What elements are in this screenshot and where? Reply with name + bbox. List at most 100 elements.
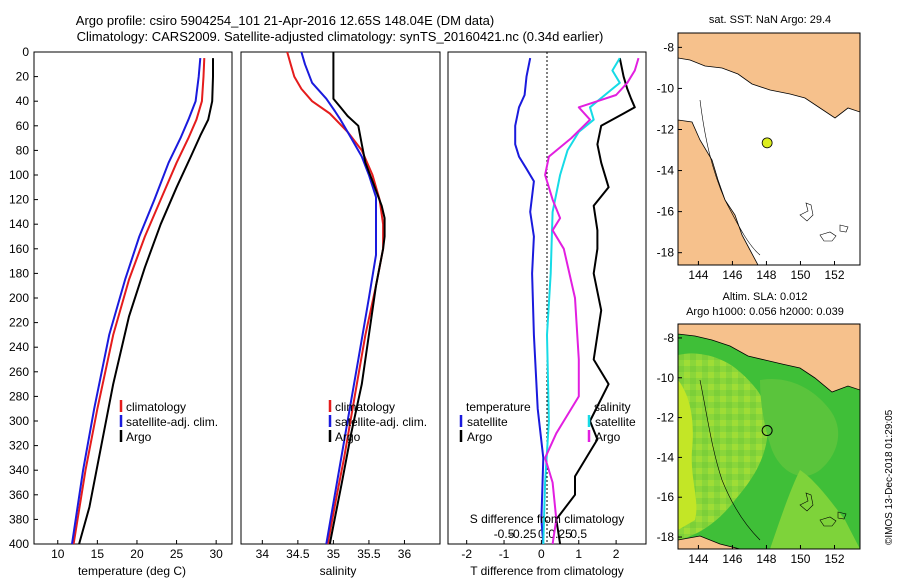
map-y-tick-label: -14: [657, 450, 675, 464]
depth-tick-label: 120: [9, 193, 29, 207]
sst-reefs: [799, 202, 849, 242]
salinity-x-axis: 34 34.5 35 35.5 36: [256, 540, 412, 561]
sst-new-guinea-land: [678, 33, 860, 119]
depth-tick-label: 160: [9, 242, 29, 256]
legend-label-argo: Argo: [595, 430, 621, 444]
map-x-tick-label: 146: [722, 268, 742, 282]
depth-tick-label: 180: [9, 266, 29, 280]
series-line-temperature-argo: [555, 57, 636, 545]
x-tick-label: 35: [327, 547, 341, 561]
legend-label-satellite: satellite-adj. clim.: [126, 415, 218, 429]
x-tick-label: 30: [209, 547, 223, 561]
s-diff-tick-label: -0.25: [509, 527, 537, 541]
map-y-tick-label: -8: [663, 331, 674, 345]
x-tick-label: 36: [398, 547, 412, 561]
x-tick-label: 34: [256, 547, 270, 561]
series-line-climatology: [286, 51, 385, 545]
x-tick-label: 34.5: [286, 547, 310, 561]
temperature-series: [71, 58, 214, 545]
sst-contour: [699, 99, 761, 256]
sla-contour: [699, 379, 761, 541]
x-tick-label: -1: [499, 547, 510, 561]
series-line-satellite-adj-clim-: [71, 58, 202, 545]
map-x-tick-label: 148: [756, 268, 776, 282]
difference-series: [514, 57, 640, 545]
series-line-climatology: [72, 58, 206, 545]
salinity-difference-axis-title: S difference from climatology: [470, 512, 625, 526]
legend-label-satellite: satellite: [467, 415, 508, 429]
sst-australia-land: [678, 119, 759, 265]
series-line-temperature-satellite: [514, 57, 545, 545]
legend-title-temperature: temperature: [466, 400, 531, 414]
depth-tick-label: 0: [22, 45, 29, 59]
map-y-tick-label: -14: [657, 164, 675, 178]
difference-legend-temperature: temperature satellite Argo: [459, 400, 531, 444]
sla-new-guinea-land: [678, 324, 860, 393]
map-y-tick-label: -16: [657, 205, 675, 219]
salinity-axis-title: salinity: [320, 564, 357, 578]
title-line-1: Argo profile: csiro 5904254_101 21-Apr-2…: [76, 13, 494, 28]
depth-tick-label: 40: [16, 94, 30, 108]
sla-map-frame: [677, 323, 861, 550]
legend-label-argo: Argo: [126, 430, 152, 444]
x-tick-label: 1: [575, 547, 582, 561]
depth-tick-label: 360: [9, 488, 29, 502]
x-tick-label: 10: [51, 547, 65, 561]
sst-map-title: sat. SST: NaN Argo: 29.4: [709, 14, 831, 26]
map-y-tick-label: -12: [657, 122, 675, 136]
sla-field-high-west: [678, 353, 769, 540]
depth-tick-label: 60: [16, 119, 30, 133]
temperature-axis-title: temperature (deg C): [78, 564, 186, 578]
credit-text: ©IMOS 13-Dec-2018 01:29:05: [884, 409, 895, 545]
series-line-salinity-satellite: [542, 57, 621, 545]
temperature-legend: climatology satellite-adj. clim. Argo: [119, 400, 218, 444]
difference-legend-salinity: salinity satellite Argo: [587, 400, 636, 444]
salinity-difference-axis: -0.5-0.25 0 0.250.5: [494, 527, 588, 541]
map-y-tick-label: -16: [657, 490, 675, 504]
sla-map: [678, 324, 860, 549]
map-x-tick-label: 146: [722, 552, 742, 566]
depth-tick-label: 380: [9, 512, 29, 526]
depth-tick-label: 340: [9, 463, 29, 477]
depth-tick-label: 240: [9, 340, 29, 354]
s-diff-tick-label: 0.5: [570, 527, 587, 541]
difference-x-axis: -2 -1 0 1 2: [461, 540, 620, 561]
x-tick-label: 25: [170, 547, 184, 561]
sla-australia-land: [678, 535, 741, 549]
salinity-series: [286, 51, 386, 545]
legend-label-satellite: satellite-adj. clim.: [335, 415, 427, 429]
sst-map: [678, 33, 860, 265]
map-y-tick-label: -18: [657, 246, 675, 260]
map-y-tick-label: -8: [663, 40, 674, 54]
series-line-satellite-adj-clim-: [300, 51, 377, 545]
temperature-x-axis: 10 15 20 25 30: [51, 540, 223, 561]
map-y-tick-label: -10: [657, 371, 675, 385]
title-line-2: Climatology: CARS2009. Satellite-adjuste…: [77, 29, 604, 44]
map-x-tick-label: 148: [756, 552, 776, 566]
sla-field-peak: [678, 380, 697, 530]
x-tick-label: 35.5: [357, 547, 381, 561]
depth-tick-label: 140: [9, 217, 29, 231]
map-y-tick-label: -12: [657, 411, 675, 425]
sst-map-axes: 144 146 148 150 152 -8 -10 -12 -14 -16 -18: [657, 40, 845, 282]
salinity-legend: climatology satellite-adj. clim. Argo: [328, 400, 427, 444]
map-x-tick-label: 152: [824, 552, 844, 566]
temperature-panel-frame: [33, 51, 233, 545]
map-x-tick-label: 150: [790, 552, 810, 566]
legend-label-argo: Argo: [335, 430, 361, 444]
x-tick-label: 15: [91, 547, 105, 561]
s-diff-tick-label: -0.5: [494, 527, 515, 541]
depth-tick-label: 300: [9, 414, 29, 428]
difference-axis-title: T difference from climatology: [470, 564, 624, 578]
depth-tick-label: 200: [9, 291, 29, 305]
sla-field-south: [770, 470, 860, 549]
legend-label-satellite: satellite: [595, 415, 636, 429]
sla-map-title-2: Argo h1000: 0.056 h2000: 0.039: [686, 306, 844, 318]
legend-label-climatology: climatology: [335, 400, 395, 414]
depth-tick-label: 320: [9, 439, 29, 453]
series-line-argo: [328, 52, 386, 545]
series-line-argo: [78, 58, 214, 545]
map-y-tick-label: -10: [657, 81, 675, 95]
x-tick-label: 20: [130, 547, 144, 561]
